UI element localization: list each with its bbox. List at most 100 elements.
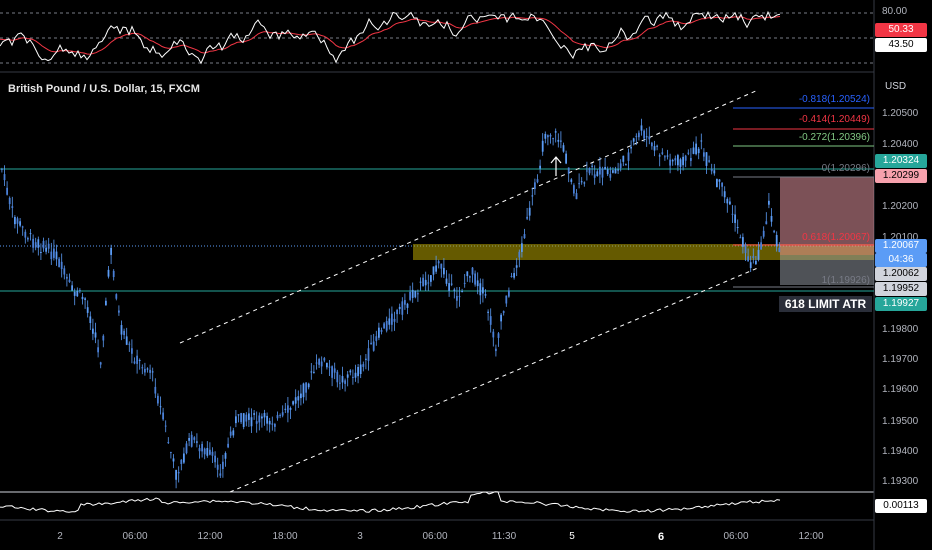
candle-body [268,420,271,425]
candle-body [47,243,50,249]
limit-atr-annotation[interactable]: 618 LIMIT ATR [779,296,872,312]
candle-body [578,183,580,185]
candle-body [112,270,115,278]
candle-body [315,362,318,364]
candle-body [206,448,209,456]
channel-upper-line[interactable] [179,89,759,344]
candle-body [669,159,671,166]
candle-body [27,237,29,240]
candle-body [690,157,692,161]
atr-value-tag: 0.00113 [875,499,927,513]
candle-body [625,164,627,166]
candle-body [536,179,539,183]
candle-body [710,168,713,172]
fib-label[interactable]: -0.414(1.20449) [798,114,870,125]
candle-body [305,382,307,393]
candle-body [697,148,700,154]
candle-body [352,376,354,378]
candle-body [474,273,476,285]
candle-body [66,276,68,279]
price-tick: 1.19400 [882,446,919,457]
candle-body [378,327,380,338]
candle-body [528,207,531,216]
candle-body [463,282,466,284]
candle-body [123,330,125,336]
candlestick-series[interactable] [1,118,781,489]
candle-body [21,226,24,228]
candle-body [541,140,544,152]
candle-body [760,242,762,250]
short-target-box[interactable] [780,255,874,285]
fib-label[interactable]: 1(1.19926) [821,275,870,286]
candle-body [601,168,604,178]
candle-body [674,158,677,161]
candle-body [258,415,261,423]
candle-body [151,371,154,373]
candle-body [635,135,638,137]
fib-label[interactable]: 0.618(1.20067) [802,232,870,243]
candle-body [573,185,575,194]
fib-label[interactable]: -0.272(1.20396) [798,132,870,143]
candle-body [476,280,479,287]
fib-label[interactable]: 0(1.20296) [821,163,870,174]
candle-body [71,285,73,291]
candle-body [32,238,34,248]
price-tag-resistance: 1.20324 [875,154,927,168]
candle-body [19,221,21,226]
chart-title[interactable]: British Pound / U.S. Dollar, 15, FXCM [8,83,200,95]
candle-body [107,269,110,277]
candle-body [729,201,731,205]
osc-tick: 80.00 [882,6,908,17]
candle-body [326,362,328,368]
candle-body [622,155,625,162]
candle-body [380,330,383,332]
candle-body [744,244,747,254]
candle-body [739,237,742,239]
candle-body [190,434,193,447]
candle-body [742,237,744,247]
candle-body [588,167,591,174]
candle-body [593,174,596,178]
channel-lower-line[interactable] [229,266,761,493]
candle-body [692,147,695,154]
candle-body [84,298,86,300]
candle-body [653,146,656,151]
candle-body [471,267,474,275]
candle-body [232,430,235,436]
candle-body [580,181,583,183]
candle-body [253,413,255,415]
price-tag-position-stop: 1.20299 [875,169,927,183]
candle-body [523,234,526,239]
candle-body [333,368,336,373]
short-position-box[interactable] [780,177,874,255]
candle-body [703,152,705,157]
candle-body [752,256,755,258]
candle-body [157,395,159,404]
time-tick-date: 6 [657,531,665,543]
candle-body [183,453,185,463]
candle-body [591,165,593,167]
candle-body [534,182,536,190]
candle-body [24,231,27,238]
candle-body [6,187,8,195]
candle-body [567,167,570,174]
candle-body [79,289,81,291]
candle-body [708,160,710,162]
candle-body [547,135,549,138]
candle-body [68,279,71,283]
candle-body [180,459,183,465]
candle-body [16,218,19,224]
currency-label[interactable]: USD [885,81,907,92]
candle-body [388,318,391,325]
candle-body [201,443,203,452]
candle-body [713,170,716,174]
candle-body [58,258,60,268]
candle-body [102,335,105,341]
fib-label[interactable]: -0.818(1.20524) [798,94,870,105]
candle-body [138,360,141,362]
candle-body [289,408,292,410]
candle-body [414,291,417,298]
candle-body [544,133,547,139]
